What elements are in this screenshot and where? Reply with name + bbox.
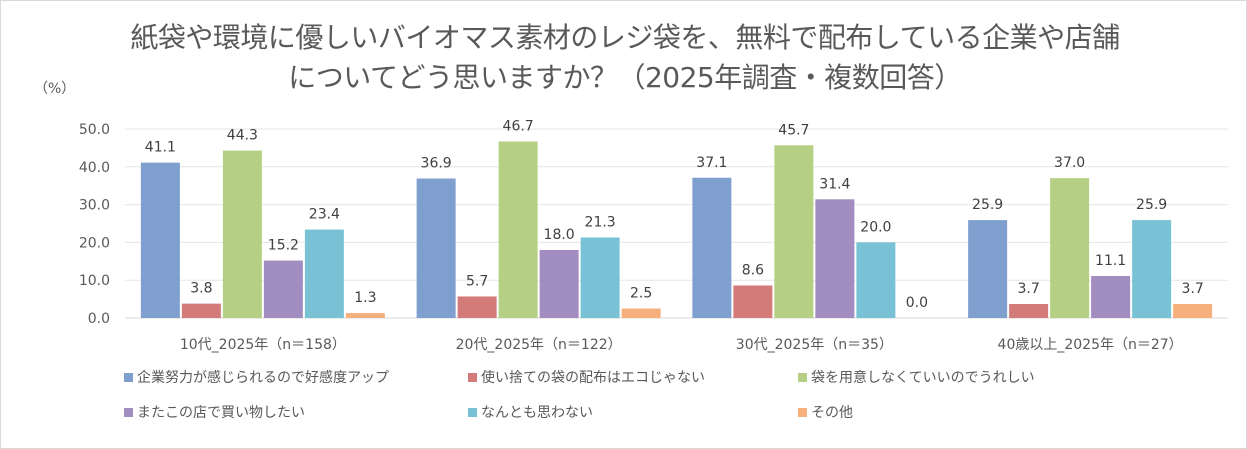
x-category-label: 30代_2025年（n＝35） bbox=[736, 337, 893, 353]
bar bbox=[140, 162, 180, 318]
legend-item: その他 bbox=[798, 402, 853, 422]
y-tick-label: 40.0 bbox=[79, 160, 110, 176]
legend-label: 袋を用意しなくていいのでうれしい bbox=[811, 370, 1035, 386]
data-label: 37.1 bbox=[696, 155, 727, 171]
x-category-label: 20代_2025年（n＝122） bbox=[456, 337, 622, 353]
y-tick-label: 50.0 bbox=[79, 122, 110, 138]
data-label: 18.0 bbox=[544, 227, 575, 243]
bar bbox=[692, 177, 732, 318]
y-tick-label: 0.0 bbox=[88, 311, 110, 327]
legend-item: 袋を用意しなくていいのでうれしい bbox=[798, 367, 1035, 387]
legend-swatch bbox=[798, 407, 807, 417]
bar bbox=[304, 229, 344, 318]
data-label: 25.9 bbox=[1136, 197, 1167, 213]
legend-item: 企業努力が感じられるので好感度アップ bbox=[124, 367, 389, 387]
y-axis-unit: （%） bbox=[34, 81, 76, 97]
legend-label: なんとも思わない bbox=[481, 405, 593, 421]
x-category-label: 10代_2025年（n＝158） bbox=[180, 337, 346, 353]
data-label: 3.7 bbox=[1181, 281, 1203, 297]
bar bbox=[181, 303, 221, 318]
bar bbox=[539, 249, 579, 318]
y-tick-label: 10.0 bbox=[79, 273, 110, 289]
bar bbox=[416, 178, 456, 318]
legend-label: 使い捨ての袋の配布はエコじゃない bbox=[481, 370, 705, 386]
data-label: 41.1 bbox=[145, 140, 176, 156]
data-label: 31.4 bbox=[819, 176, 850, 192]
data-label: 37.0 bbox=[1054, 155, 1085, 171]
data-label: 8.6 bbox=[742, 262, 764, 278]
bar bbox=[457, 296, 497, 318]
x-category-label: 40歳以上_2025年（n＝27） bbox=[998, 337, 1183, 353]
legend-swatch bbox=[124, 407, 133, 417]
data-label: 3.7 bbox=[1017, 281, 1039, 297]
legend-item: なんとも思わない bbox=[468, 402, 593, 422]
data-label: 1.3 bbox=[354, 290, 376, 306]
data-label: 3.8 bbox=[190, 281, 212, 297]
data-label: 36.9 bbox=[421, 156, 452, 172]
bar bbox=[580, 237, 620, 318]
bar bbox=[1132, 220, 1172, 318]
bar bbox=[498, 141, 538, 318]
data-label: 23.4 bbox=[309, 207, 340, 223]
bar bbox=[733, 285, 773, 318]
data-label: 15.2 bbox=[268, 238, 299, 254]
bar bbox=[263, 260, 303, 318]
legend-item: またこの店で買い物したい bbox=[124, 402, 305, 422]
data-label: 0.0 bbox=[906, 295, 928, 311]
legend-swatch bbox=[124, 372, 133, 382]
bar bbox=[856, 242, 896, 318]
legend-swatch bbox=[468, 372, 477, 382]
legend-label: またこの店で買い物したい bbox=[137, 405, 305, 421]
data-label: 2.5 bbox=[630, 286, 652, 302]
data-label: 11.1 bbox=[1095, 253, 1126, 269]
legend-swatch bbox=[798, 372, 807, 382]
bar bbox=[222, 150, 262, 318]
legend-item: 使い捨ての袋の配布はエコじゃない bbox=[468, 367, 705, 387]
y-tick-label: 30.0 bbox=[79, 198, 110, 214]
bar bbox=[1091, 276, 1131, 318]
data-label: 46.7 bbox=[503, 118, 534, 134]
bar bbox=[1173, 304, 1213, 318]
legend-swatch bbox=[468, 407, 477, 417]
data-label: 44.3 bbox=[227, 128, 258, 144]
bar bbox=[774, 145, 814, 318]
bar bbox=[1009, 304, 1049, 318]
y-tick-label: 20.0 bbox=[79, 235, 110, 251]
bar bbox=[815, 199, 855, 318]
bar bbox=[968, 220, 1008, 318]
data-label: 21.3 bbox=[585, 214, 616, 230]
chart-title: 紙袋や環境に優しいバイオマス素材のレジ袋を、無料で配布している企業や店舗について… bbox=[130, 21, 1120, 94]
legend-label: その他 bbox=[811, 405, 853, 421]
data-label: 45.7 bbox=[778, 122, 809, 138]
data-label: 5.7 bbox=[466, 273, 488, 289]
bar bbox=[345, 313, 385, 318]
data-label: 25.9 bbox=[972, 197, 1003, 213]
data-label: 20.0 bbox=[860, 219, 891, 235]
legend-label: 企業努力が感じられるので好感度アップ bbox=[137, 370, 389, 386]
bar bbox=[621, 308, 661, 318]
bar bbox=[1050, 178, 1090, 318]
